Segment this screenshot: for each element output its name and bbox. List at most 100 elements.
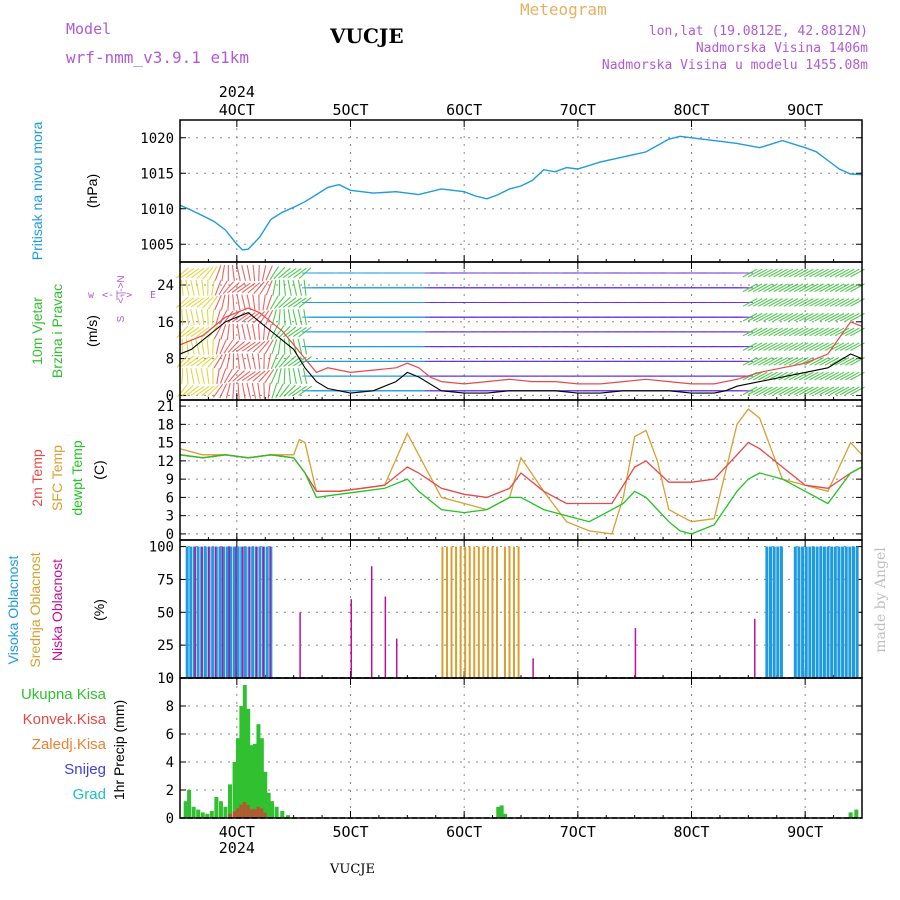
wind-barb xyxy=(288,368,292,385)
wind-barb xyxy=(257,382,261,399)
wind-barb xyxy=(211,279,215,296)
wind-barb xyxy=(287,326,302,337)
low-cloud-bar xyxy=(194,546,196,678)
wind-barb xyxy=(252,370,266,382)
wind-barb xyxy=(216,368,220,385)
wind-barb xyxy=(236,282,251,293)
y-tick-label: 1015 xyxy=(140,166,174,182)
watermark: made by Angel xyxy=(873,547,889,653)
wind-barb xyxy=(208,265,218,281)
y-tick-label: 2 xyxy=(166,783,174,799)
wind-barb xyxy=(778,312,794,322)
convective-precip-bar xyxy=(232,811,237,818)
wind-barb xyxy=(783,386,799,396)
low-cloud-bar xyxy=(269,546,271,678)
wind-gust-line xyxy=(179,307,863,385)
wind-barb xyxy=(783,371,799,381)
wind-barb xyxy=(195,309,200,326)
wind-barb xyxy=(283,279,287,296)
wind-barb xyxy=(829,327,845,337)
wind-barb xyxy=(237,353,241,370)
x-tick-label-top: 6OCT xyxy=(446,101,482,119)
wind-barb xyxy=(292,385,307,396)
wind-barb xyxy=(227,340,240,353)
wind-barb xyxy=(814,327,829,337)
wind-barb xyxy=(778,342,794,351)
wind-barb xyxy=(258,310,270,325)
wind-barb xyxy=(742,298,758,307)
wind-barb xyxy=(297,368,303,385)
wind-barb xyxy=(185,356,200,367)
high-cloud-bar xyxy=(185,546,189,678)
sfc-temp-line xyxy=(179,408,863,535)
wind-barb xyxy=(773,342,788,351)
high-cloud-bar xyxy=(225,546,229,678)
wind-barb xyxy=(758,386,773,396)
wind-barb xyxy=(219,309,228,325)
wind-barb xyxy=(814,357,829,366)
wind-barb xyxy=(809,312,824,322)
wind-barb xyxy=(773,327,788,337)
wind-barb xyxy=(201,296,214,309)
y-tick-label: 4 xyxy=(166,755,174,771)
precip-bar xyxy=(249,745,254,818)
wind-barb xyxy=(763,327,778,337)
wind-barb xyxy=(273,295,285,310)
mid-cloud-bar xyxy=(495,546,498,678)
wind-barb xyxy=(814,268,829,278)
wind-barb xyxy=(809,283,824,293)
wind-barb xyxy=(206,368,210,385)
wind-barb xyxy=(219,383,228,399)
pressure-line xyxy=(179,135,863,251)
wind-barb xyxy=(264,369,275,384)
y-tick-label: 16 xyxy=(157,315,174,331)
y-tick-label: 15 xyxy=(157,436,174,452)
y-tick-label: 9 xyxy=(166,472,174,488)
wind-barb xyxy=(246,323,252,340)
x-tick-label-top: 7OCT xyxy=(560,101,596,119)
wind-barb xyxy=(804,298,819,307)
wind-barb xyxy=(176,355,189,368)
wind-barb xyxy=(246,265,251,282)
mid-cloud-bar xyxy=(508,546,511,678)
wind-barb xyxy=(270,368,279,384)
wind-barb xyxy=(274,354,285,369)
low-cloud-title: Niska Oblacnost xyxy=(49,559,65,661)
high-cloud-bar xyxy=(830,546,834,678)
wind-barb xyxy=(241,265,247,281)
wind-barb xyxy=(236,370,251,382)
wind-barb xyxy=(839,312,855,322)
precip-bar xyxy=(205,813,210,818)
wind-barb xyxy=(181,309,184,326)
wind-barb xyxy=(269,266,280,281)
wind-barb xyxy=(185,297,200,308)
convective-precip-bar xyxy=(246,804,251,818)
high-cloud-bar xyxy=(822,546,826,678)
precip-bar xyxy=(228,784,233,818)
wind-barb xyxy=(829,283,845,293)
wind-barb xyxy=(219,368,227,384)
wind-barb xyxy=(839,283,855,293)
x-tick-label-bottom: 7OCT xyxy=(560,823,596,841)
wind-barb xyxy=(763,298,778,307)
wind-barb xyxy=(799,342,814,351)
high-cloud-bar xyxy=(848,546,852,678)
wind-barb xyxy=(241,353,246,370)
low-cloud-bar xyxy=(221,546,224,678)
wind-barb xyxy=(793,268,809,278)
wind-barb xyxy=(747,312,763,322)
wind-barb xyxy=(758,371,773,381)
wind-barb xyxy=(814,312,829,322)
mid-cloud-bar xyxy=(468,546,471,678)
wind-barb xyxy=(742,268,758,278)
wind-barb xyxy=(237,382,240,399)
wind-barb xyxy=(226,323,230,340)
wind-barb xyxy=(773,312,788,322)
temp-2m-title: 2m Temp xyxy=(29,449,45,507)
mid-cloud-bar xyxy=(477,546,480,678)
wind-barb xyxy=(206,338,210,355)
wind-barb xyxy=(265,265,273,281)
wind-barb xyxy=(845,357,860,366)
wind-barb xyxy=(824,342,840,351)
wind-barb xyxy=(809,386,824,396)
